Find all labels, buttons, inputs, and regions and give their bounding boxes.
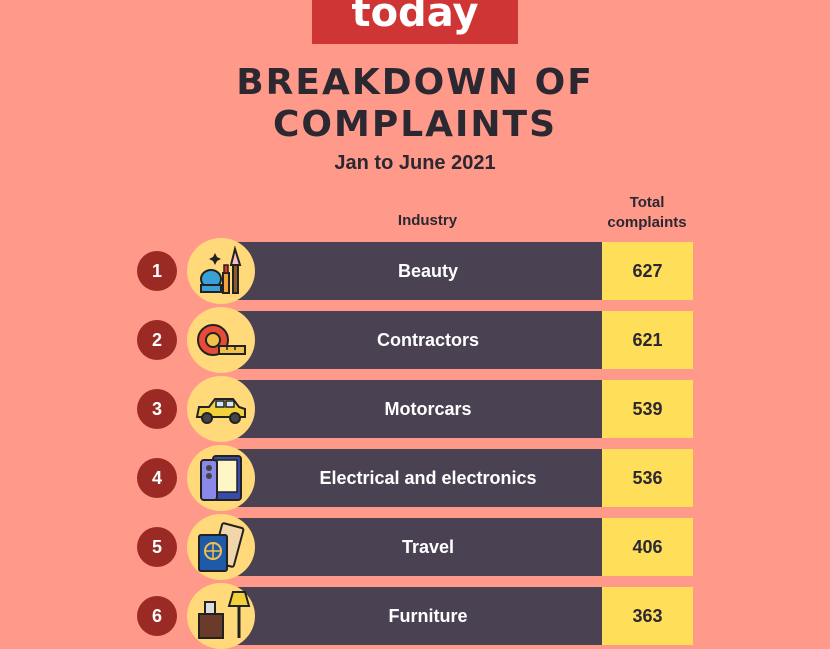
phone-tablet-icon [187, 445, 255, 511]
complaints-value: 539 [602, 380, 693, 438]
industry-bar: Travel [222, 518, 602, 576]
industry-label: Contractors [376, 330, 479, 350]
table-row: 5 Travel 406 [0, 514, 830, 580]
total-header-line1: Total [629, 194, 665, 211]
makeup-icon [187, 238, 255, 304]
rank-badge: 6 [137, 596, 177, 636]
industry-bar: Beauty [222, 242, 602, 300]
car-icon [187, 376, 255, 442]
complaints-value: 536 [602, 449, 693, 507]
industry-header: Industry [397, 212, 458, 229]
table-row: 4 Electrical and electronics 536 [0, 445, 830, 511]
total-header: Total complaints [600, 193, 694, 233]
rank-badge: 4 [137, 458, 177, 498]
subtitle: Jan to June 2021 [334, 152, 496, 174]
today-logo: today [312, 0, 518, 44]
table-row: 3 Motorcars 539 [0, 376, 830, 442]
industry-bar: Motorcars [222, 380, 602, 438]
total-header-line2: complaints [607, 214, 687, 231]
title-line-2: COMPLAINTS [272, 104, 558, 145]
furniture-lamp-icon [187, 583, 255, 649]
industry-bar: Electrical and electronics [222, 449, 602, 507]
passport-ticket-icon [187, 514, 255, 580]
table-row: 2 Contractors 621 [0, 307, 830, 373]
industry-label: Furniture [388, 606, 468, 626]
industry-bar: Contractors [222, 311, 602, 369]
industry-label: Motorcars [384, 399, 472, 419]
rank-badge: 5 [137, 527, 177, 567]
table-row: 1 Beauty 627 [0, 238, 830, 304]
complaints-value: 627 [602, 242, 693, 300]
industry-bar: Furniture [222, 587, 602, 645]
complaints-value: 621 [602, 311, 693, 369]
industry-label: Travel [401, 537, 455, 557]
complaints-value: 363 [602, 587, 693, 645]
title-line-1: BREAKDOWN OF [236, 62, 594, 103]
rank-badge: 1 [137, 251, 177, 291]
rank-badge: 2 [137, 320, 177, 360]
industry-label: Beauty [397, 261, 459, 281]
complaints-value: 406 [602, 518, 693, 576]
table-row: 6 Furniture 363 [0, 583, 830, 649]
rank-badge: 3 [137, 389, 177, 429]
measuring-tape-icon [187, 307, 255, 373]
industry-label: Electrical and electronics [319, 468, 537, 488]
